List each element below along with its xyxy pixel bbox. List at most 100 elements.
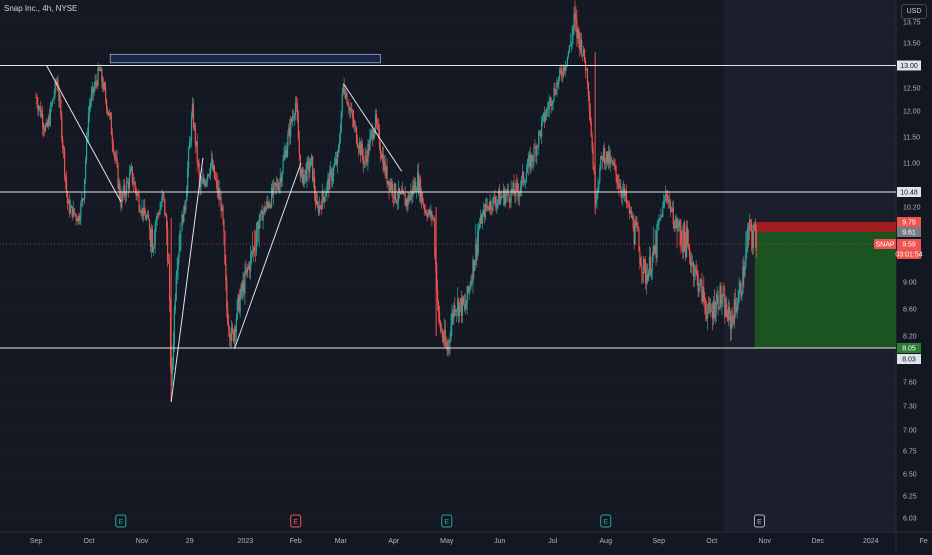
- candle-body: [43, 126, 45, 129]
- candle-body: [200, 184, 202, 188]
- candle-body: [551, 103, 553, 107]
- candle-body: [146, 217, 148, 220]
- candle-body: [483, 209, 485, 217]
- candle-body: [209, 163, 212, 175]
- candle-body: [283, 155, 285, 160]
- candle-body: [91, 87, 93, 94]
- candle-body: [649, 256, 651, 275]
- drawings[interactable]: [0, 65, 896, 403]
- earnings-marker-icon[interactable]: [753, 514, 765, 528]
- candle-body: [343, 84, 345, 92]
- candle-body: [443, 329, 445, 342]
- candle-body: [366, 157, 368, 163]
- candle-body: [369, 137, 371, 151]
- take-profit-zone: [754, 232, 896, 348]
- candle-body: [65, 179, 68, 192]
- candle-body: [354, 125, 357, 128]
- candle-body: [142, 208, 144, 217]
- candle-body: [352, 110, 354, 119]
- candle-body: [278, 183, 280, 191]
- candle-body: [292, 117, 295, 118]
- candle-body: [192, 104, 195, 128]
- trendline[interactable]: [234, 162, 302, 349]
- currency-button[interactable]: USD: [901, 4, 927, 19]
- candle-body: [456, 309, 458, 311]
- candle-body: [300, 174, 302, 177]
- candle-body: [368, 144, 370, 151]
- candle-body: [500, 196, 503, 198]
- trendline[interactable]: [46, 65, 122, 202]
- candle-body: [645, 265, 647, 283]
- candle-body: [308, 161, 310, 173]
- trendline[interactable]: [170, 157, 204, 403]
- candle-body: [249, 264, 251, 272]
- candle-body: [221, 206, 223, 212]
- candle-body: [136, 193, 138, 196]
- candle-body: [458, 299, 460, 316]
- candle-body: [323, 197, 325, 202]
- candle-body: [378, 129, 381, 148]
- candle-body: [53, 94, 55, 99]
- candle-body: [206, 180, 208, 182]
- price-axis-label: 7.60: [903, 380, 917, 387]
- candle-body: [336, 151, 339, 164]
- candle-body: [707, 302, 710, 311]
- candle-body: [673, 224, 675, 229]
- candle-body: [80, 203, 82, 219]
- earnings-marker-icon[interactable]: [115, 514, 127, 528]
- trendline[interactable]: [342, 83, 403, 172]
- time-axis-label: Nov: [136, 538, 149, 545]
- candle-body: [744, 267, 746, 277]
- candle-body: [153, 242, 155, 248]
- candle-body: [298, 139, 300, 155]
- candle-body: [228, 324, 230, 329]
- candle-body: [628, 204, 630, 214]
- candle-body: [670, 210, 672, 212]
- candle-body: [578, 28, 580, 39]
- candle-body: [115, 158, 117, 159]
- candle-body: [461, 297, 464, 316]
- candle-body: [717, 294, 719, 309]
- candle-body: [469, 286, 471, 288]
- candle-body: [235, 318, 237, 333]
- time-axis-label: Mar: [335, 538, 348, 545]
- candle-body: [646, 274, 649, 281]
- candle-body: [251, 251, 253, 255]
- candle-body: [751, 231, 754, 248]
- price-tag-bg: [874, 239, 896, 249]
- candle-body: [748, 227, 750, 230]
- candle-body: [755, 229, 757, 251]
- candle-body: [168, 262, 171, 301]
- candle-body: [385, 166, 387, 176]
- candle-body: [522, 171, 525, 183]
- candle-body: [339, 131, 341, 142]
- price-axis-panel[interactable]: [896, 0, 932, 550]
- candle-body: [303, 174, 305, 185]
- candle-body: [403, 193, 405, 196]
- candle-body: [386, 166, 388, 184]
- candle-body: [552, 100, 554, 104]
- candle-body: [100, 68, 102, 72]
- earnings-marker-icon[interactable]: [600, 514, 612, 528]
- candle-body: [725, 303, 727, 317]
- candle-body: [61, 114, 63, 140]
- candle-body: [291, 119, 293, 122]
- candle-body: [619, 187, 621, 188]
- candle-body: [612, 162, 614, 165]
- candle-body: [219, 197, 221, 200]
- earnings-marker-icon[interactable]: [290, 514, 302, 528]
- candle-body: [391, 184, 393, 190]
- candle-body: [320, 206, 322, 210]
- candle-body: [650, 270, 652, 275]
- candle-body: [691, 262, 693, 263]
- candles: [35, 0, 757, 402]
- candle-body: [523, 182, 526, 184]
- candle-body: [701, 279, 703, 302]
- candle-body: [294, 103, 297, 116]
- candle-body: [313, 176, 315, 181]
- candle-body: [215, 179, 217, 181]
- earnings-marker-icon[interactable]: [441, 514, 453, 528]
